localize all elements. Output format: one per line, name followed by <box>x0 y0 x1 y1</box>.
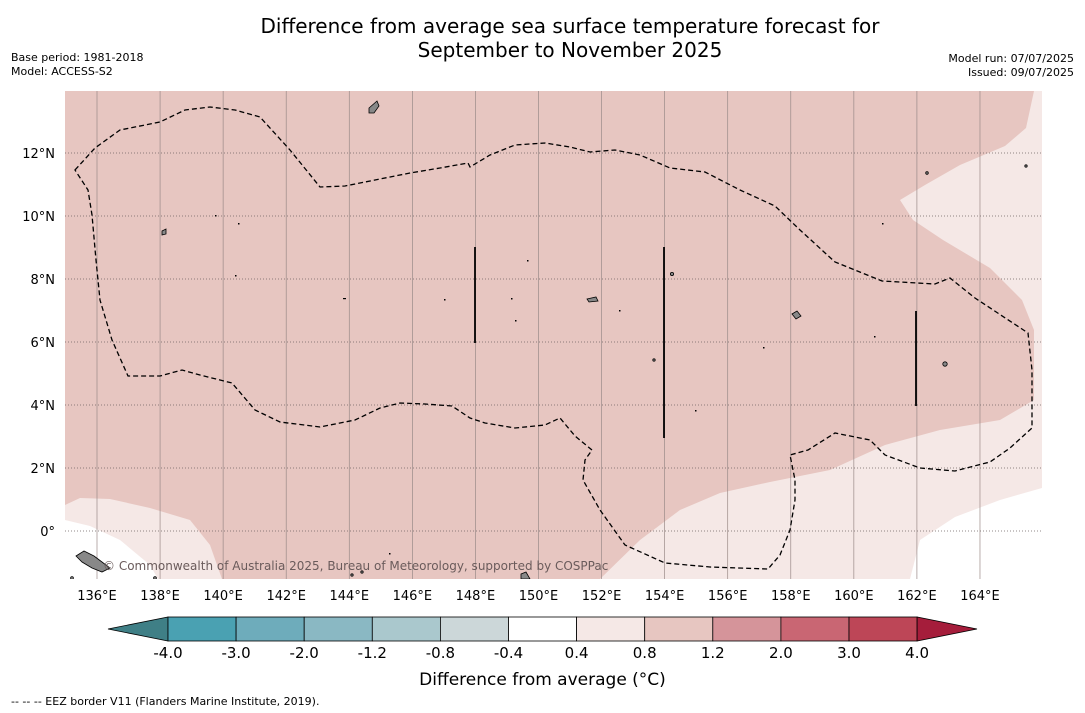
boundary-segments <box>474 247 917 438</box>
colorbar-bin <box>235 616 305 642</box>
longitude-label: 152°E <box>582 589 622 604</box>
latitude-label: 4°N <box>31 399 56 414</box>
latitude-label: 8°N <box>31 273 56 288</box>
model-name: Model: ACCESS-S2 <box>11 65 113 78</box>
longitude-label: 138°E <box>140 589 180 604</box>
anomaly-region-light-east <box>600 91 1042 579</box>
latitude-label: 2°N <box>31 462 56 477</box>
title-line-2: September to November 2025 <box>417 38 723 62</box>
longitude-label: 146°E <box>393 589 433 604</box>
eez-legend-note: -- -- -- EEZ border V11 (Flanders Marine… <box>11 695 320 708</box>
latitude-label: 12°N <box>22 147 55 162</box>
longitude-labels: 136°E 138°E 140°E 142°E 144°E 146°E 148°E 150°E… <box>77 589 1000 604</box>
colorbar-bin <box>780 616 850 642</box>
eez-border <box>74 106 1033 570</box>
longitude-label: 150°E <box>519 589 559 604</box>
colorbar-bin <box>644 616 714 642</box>
latitude-labels: 12°N 10°N 8°N 6°N 4°N 2°N 0° <box>22 147 55 540</box>
map-area: © Commonwealth of Australia 2025, Bureau… <box>65 91 1042 579</box>
meta-right: Model run: 07/07/2025 Issued: 09/07/2025 <box>948 52 1074 80</box>
colorbar-tick-label: 0.8 <box>633 644 657 662</box>
colorbar-title: Difference from average (°C) <box>0 670 1085 690</box>
latitude-label: 6°N <box>31 336 56 351</box>
colorbar-tick-label: -0.4 <box>494 644 523 662</box>
colorbar-bin <box>439 616 509 642</box>
colorbar-extend-high <box>916 616 978 642</box>
colorbar-bin <box>848 616 918 642</box>
colorbar-tick-label: 0.4 <box>565 644 589 662</box>
longitude-label: 140°E <box>203 589 243 604</box>
longitude-label: 162°E <box>897 589 937 604</box>
colorbar-extend-low <box>107 616 169 642</box>
longitude-label: 160°E <box>834 589 874 604</box>
colorbar-bin <box>712 616 782 642</box>
longitude-label: 164°E <box>960 589 1000 604</box>
map-gridlines <box>65 91 1042 579</box>
colorbar-tick-label: 3.0 <box>837 644 861 662</box>
longitude-label: 136°E <box>77 589 117 604</box>
longitude-label: 148°E <box>456 589 496 604</box>
small-islets <box>215 215 884 555</box>
longitude-label: 154°E <box>645 589 685 604</box>
map-title: Difference from average sea surface temp… <box>170 14 970 62</box>
meta-left: Base period: 1981-2018 Model: ACCESS-S2 <box>11 51 143 79</box>
colorbar-bin <box>371 616 441 642</box>
colorbar-bin <box>303 616 373 642</box>
longitude-label: 156°E <box>708 589 748 604</box>
longitude-label: 158°E <box>771 589 811 604</box>
colorbar-tick-label: 2.0 <box>769 644 793 662</box>
colorbar-bin <box>508 616 577 642</box>
colorbar-tick-label: -3.0 <box>221 644 250 662</box>
colorbar-tick-label: 4.0 <box>905 644 929 662</box>
longitude-label: 142°E <box>266 589 306 604</box>
latitude-label: 10°N <box>22 210 55 225</box>
land-islands <box>70 100 1028 579</box>
colorbar-tick-label: 1.2 <box>701 644 725 662</box>
model-run: Model run: 07/07/2025 <box>948 52 1074 65</box>
anomaly-region-white <box>910 488 1042 579</box>
title-line-1: Difference from average sea surface temp… <box>260 14 880 38</box>
colorbar-bin <box>576 616 646 642</box>
colorbar-title-text: Difference from average (°C) <box>419 670 666 690</box>
copyright-watermark: © Commonwealth of Australia 2025, Bureau… <box>103 559 608 573</box>
longitude-label: 144°E <box>330 589 370 604</box>
issued-date: Issued: 09/07/2025 <box>967 66 1074 79</box>
colorbar: -4.0 -3.0 -2.0 -1.2 -0.8 -0.4 0.4 0.8 1.2 2.0 3.0 4… <box>107 616 978 662</box>
colorbar-tick-label: -0.8 <box>426 644 455 662</box>
colorbar-tick-label: -2.0 <box>290 644 319 662</box>
colorbar-tick-label: -4.0 <box>153 644 182 662</box>
base-period: Base period: 1981-2018 <box>11 51 144 64</box>
colorbar-bin <box>167 616 237 642</box>
latitude-label: 0° <box>40 525 55 540</box>
colorbar-tick-label: -1.2 <box>358 644 387 662</box>
